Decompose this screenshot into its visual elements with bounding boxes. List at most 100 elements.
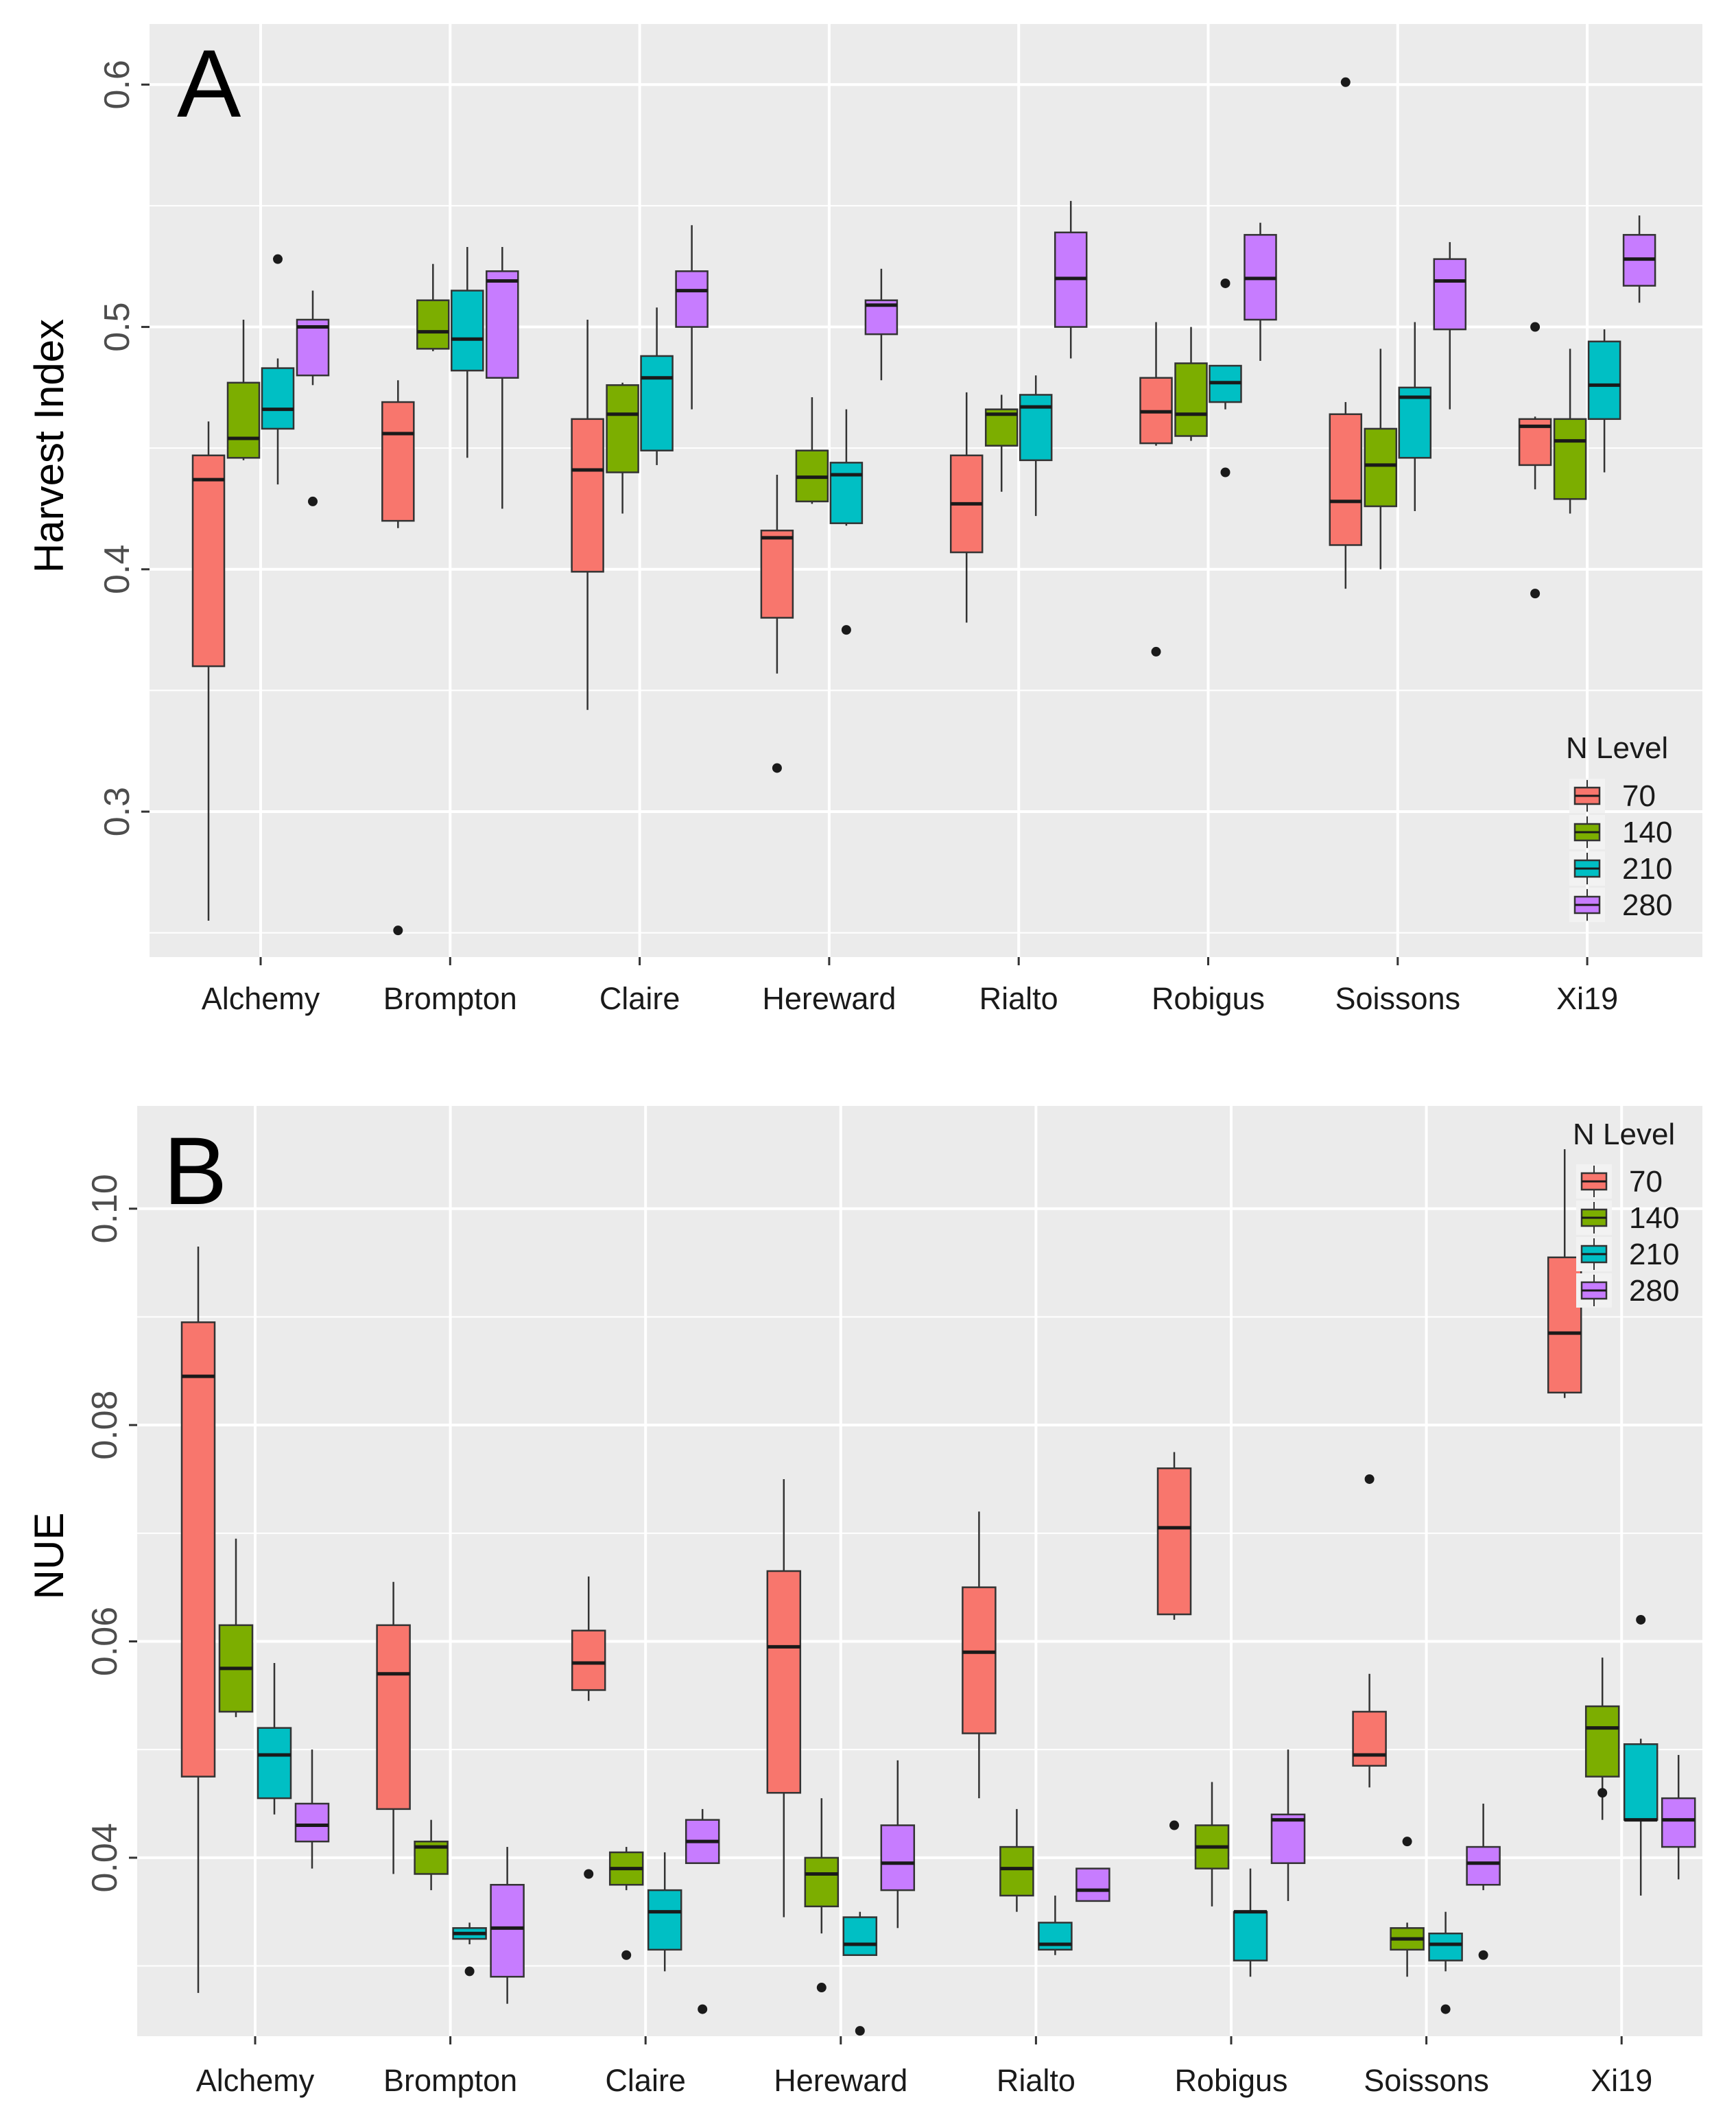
box-xi19-n210	[1587, 329, 1621, 473]
box-brompton-n280	[490, 1847, 525, 2004]
x-tick-label-claire: Claire	[605, 2063, 686, 2098]
box-soissons-n210	[1398, 322, 1432, 512]
outlier-point	[1402, 1837, 1412, 1847]
box-hereward-n70	[766, 1478, 802, 1918]
box-body	[962, 1586, 997, 1734]
panel-A: 0.3 0.4 0.5 0.6 Alchemy Brompton Claire Herewar…	[26, 24, 1702, 1016]
box-body	[451, 290, 484, 372]
box-body	[1364, 427, 1398, 508]
outlier-point	[841, 625, 851, 635]
x-tick-label-rialto: Rialto	[979, 981, 1058, 1016]
box-body	[191, 454, 226, 668]
outlier-point	[308, 496, 318, 506]
x-tick-label-brompton: Brompton	[383, 2063, 517, 2098]
box-body	[1233, 1911, 1268, 1961]
box-claire-n70	[571, 1576, 606, 1879]
box-body	[1352, 1710, 1387, 1767]
box-alchemy-n280	[294, 1749, 330, 1869]
outlier-point	[393, 925, 403, 936]
box-body	[675, 270, 709, 328]
x-tick-label-brompton: Brompton	[383, 981, 517, 1016]
box-brompton-n140	[416, 263, 450, 351]
box-body	[1466, 1845, 1501, 1886]
x-tick-label-claire: Claire	[599, 981, 680, 1016]
box-body	[486, 270, 519, 379]
box-body	[829, 462, 864, 524]
box-body	[766, 1570, 802, 1794]
box-claire-n140	[606, 382, 639, 514]
box-claire-n140	[608, 1847, 644, 1960]
y-tick-label: 0.4	[97, 545, 137, 594]
y-tick-label: 0.08	[85, 1391, 125, 1460]
legend-label-n70: 70	[1622, 779, 1656, 813]
box-alchemy-n140	[226, 319, 261, 460]
y-tick-label: 0.10	[85, 1174, 125, 1243]
box-hereward-n140	[795, 397, 829, 504]
box-alchemy-n140	[218, 1538, 254, 1717]
box-rialto-n140	[999, 1808, 1034, 1912]
box-body	[376, 1624, 411, 1811]
y-axis-label: Harvest Index	[26, 319, 72, 573]
box-body	[490, 1884, 525, 1978]
box-body	[381, 401, 415, 522]
x-tick-label-alchemy: Alchemy	[196, 2063, 315, 2098]
outlier-point	[1597, 1788, 1608, 1798]
box-body	[1553, 418, 1587, 500]
x-tick-label-soissons: Soissons	[1364, 2063, 1489, 2098]
outlier-point	[1151, 646, 1161, 657]
legend-label-n140: 140	[1622, 816, 1672, 849]
x-tick-label-robigus: Robigus	[1152, 981, 1265, 1016]
x-tick-label-hereward: Hereward	[762, 981, 896, 1016]
outlier-point	[1169, 1820, 1179, 1830]
outlier-point	[1530, 589, 1541, 599]
box-alchemy-n70	[191, 421, 226, 921]
box-body	[1329, 413, 1363, 546]
box-alchemy-n280	[296, 290, 330, 506]
outlier-point	[1364, 1474, 1375, 1484]
box-robigus-n280	[1270, 1749, 1306, 1901]
legend-label-n70: 70	[1629, 1165, 1663, 1199]
plot-background	[137, 1106, 1702, 2036]
box-body	[571, 1629, 606, 1691]
box-body	[294, 1802, 330, 1843]
box-soissons-n70	[1352, 1474, 1387, 1788]
outlier-point	[621, 1950, 632, 1960]
outlier-point	[1220, 467, 1230, 477]
box-hereward-n70	[760, 475, 794, 773]
outlier-point	[855, 2026, 865, 2036]
legend-label-n210: 210	[1629, 1238, 1679, 1271]
legend-title: N Level	[1573, 1118, 1675, 1151]
box-rialto-n140	[984, 394, 1019, 492]
box-body	[1156, 1467, 1192, 1616]
box-soissons-n280	[1433, 241, 1467, 410]
box-body	[1019, 394, 1053, 462]
box-rialto-n210	[1038, 1896, 1073, 1955]
box-body	[1398, 386, 1432, 459]
box-brompton-n210	[451, 246, 484, 458]
box-brompton-n70	[381, 380, 415, 936]
box-body	[1547, 1256, 1582, 1394]
box-body	[416, 299, 450, 350]
outlier-point	[816, 1983, 827, 1993]
box-brompton-n280	[486, 246, 519, 509]
box-body	[640, 355, 674, 451]
box-robigus-n70	[1156, 1452, 1192, 1830]
box-rialto-n70	[949, 392, 984, 623]
box-body	[606, 384, 639, 473]
legend-label-n280: 280	[1629, 1274, 1679, 1308]
box-robigus-n70	[1139, 322, 1173, 657]
outlier-point	[772, 763, 782, 773]
box-body	[226, 381, 261, 459]
box-xi19-n210	[1623, 1614, 1658, 1896]
box-body	[1270, 1813, 1306, 1864]
box-body	[296, 318, 330, 377]
box-robigus-n140	[1194, 1782, 1230, 1907]
box-xi19-n70	[1547, 1149, 1582, 1398]
box-body	[1587, 340, 1621, 421]
panel-letter: A	[177, 30, 241, 137]
box-body	[1584, 1705, 1620, 1778]
box-soissons-n140	[1390, 1837, 1425, 1977]
box-hereward-n210	[829, 409, 864, 635]
